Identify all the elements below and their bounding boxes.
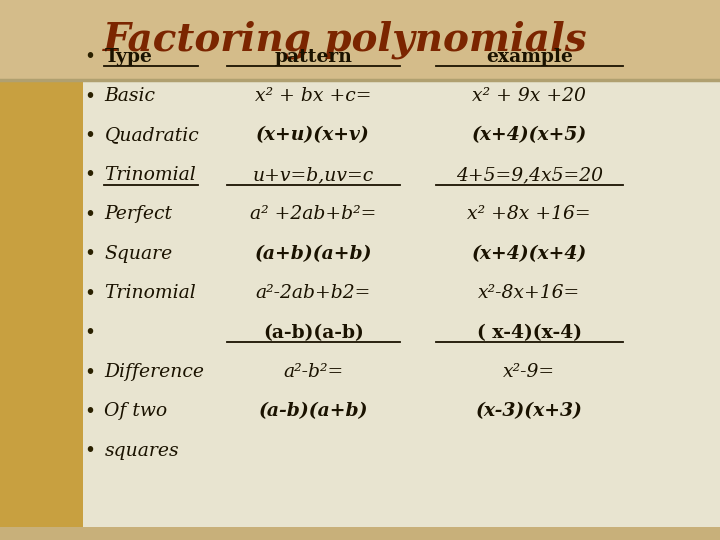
- Text: a²-2ab+b2=: a²-2ab+b2=: [256, 284, 371, 302]
- Text: Difference: Difference: [104, 363, 204, 381]
- Text: •: •: [84, 126, 96, 145]
- Text: Quadratic: Quadratic: [104, 126, 199, 145]
- Text: u+v=b,uv=c: u+v=b,uv=c: [253, 166, 374, 184]
- Bar: [83, 80, 720, 540]
- Text: (a+b)(a+b): (a+b)(a+b): [254, 245, 372, 263]
- Text: pattern: pattern: [274, 48, 352, 66]
- Text: •: •: [84, 323, 96, 342]
- Text: 4+5=9,4x5=20: 4+5=9,4x5=20: [456, 166, 603, 184]
- Text: x² + 9x +20: x² + 9x +20: [472, 87, 586, 105]
- Text: (x+4)(x+5): (x+4)(x+5): [472, 126, 587, 145]
- Text: (x-3)(x+3): (x-3)(x+3): [476, 402, 582, 421]
- Text: x² + bx +c=: x² + bx +c=: [255, 87, 372, 105]
- Text: (x+4)(x+4): (x+4)(x+4): [472, 245, 587, 263]
- Text: Type: Type: [104, 48, 152, 66]
- Text: Perfect: Perfect: [104, 205, 172, 224]
- Bar: [0, 526, 720, 540]
- Text: Square: Square: [104, 245, 173, 263]
- Text: Trinomial: Trinomial: [104, 166, 196, 184]
- Text: (a-b)(a-b): (a-b)(a-b): [263, 323, 364, 342]
- Text: squares: squares: [104, 442, 179, 460]
- Text: Factoring polynomials: Factoring polynomials: [103, 21, 588, 59]
- Bar: [0, 0, 720, 80]
- Text: x²-8x+16=: x²-8x+16=: [478, 284, 580, 302]
- Text: Trinomial: Trinomial: [104, 284, 196, 302]
- Text: Basic: Basic: [104, 87, 156, 105]
- Text: •: •: [84, 402, 96, 421]
- Text: a² +2ab+b²=: a² +2ab+b²=: [250, 205, 377, 224]
- Text: example: example: [486, 48, 572, 66]
- Text: x²-9=: x²-9=: [503, 363, 555, 381]
- Text: •: •: [84, 362, 96, 382]
- Text: (x+u)(x+v): (x+u)(x+v): [256, 126, 370, 145]
- Text: a²-b²=: a²-b²=: [283, 363, 343, 381]
- Text: Of two: Of two: [104, 402, 168, 421]
- Text: •: •: [84, 86, 96, 106]
- Text: ( x-4)(x-4): ( x-4)(x-4): [477, 323, 582, 342]
- Text: •: •: [84, 165, 96, 185]
- Text: x² +8x +16=: x² +8x +16=: [467, 205, 591, 224]
- Text: •: •: [84, 205, 96, 224]
- Text: •: •: [84, 47, 96, 66]
- Bar: [0, 80, 83, 540]
- Text: (a-b)(a+b): (a-b)(a+b): [258, 402, 368, 421]
- Text: •: •: [84, 441, 96, 461]
- Text: •: •: [84, 244, 96, 264]
- Text: •: •: [84, 284, 96, 303]
